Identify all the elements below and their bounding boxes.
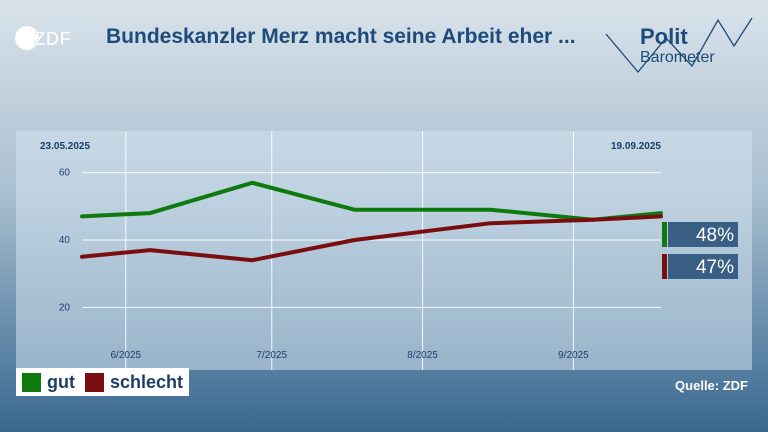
series-line-gut (80, 180, 663, 222)
page-title: Bundeskanzler Merz macht seine Arbeit eh… (106, 25, 576, 48)
politbarometer-logo (605, 17, 753, 74)
legend-item-gut: gut (22, 372, 75, 393)
legend: gut schlecht (16, 368, 190, 396)
y-tick-label-1: 40 (59, 235, 71, 246)
zdf-logo-text: ZDF (34, 29, 71, 50)
end-label-marker-gut (662, 222, 667, 247)
legend-label-schlecht: schlecht (109, 371, 184, 392)
source-label: Quelle: ZDF (675, 378, 748, 393)
x-tick-label-2: 8/2025 (407, 350, 438, 361)
end-label-value-schlecht: 47% (696, 257, 734, 278)
end-label-marker-schlecht (662, 254, 667, 279)
brand-word-barometer: Barometer (640, 49, 715, 66)
legend-item-schlecht: schlecht (84, 371, 184, 393)
date-start-label: 23.05.2025 (40, 141, 90, 152)
x-tick-label-0: 6/2025 (110, 350, 141, 361)
end-label-value-gut: 48% (696, 225, 734, 246)
x-tick-label-3: 9/2025 (558, 350, 589, 361)
end-label-box-schlecht (668, 254, 738, 279)
legend-swatch-gut (22, 372, 41, 392)
end-label-box-gut (668, 222, 738, 247)
brand-word-polit: Polit (640, 24, 688, 49)
date-end-label: 19.09.2025 (611, 141, 661, 152)
line-chart: 6/2025 7/2025 8/2025 9/2025 20 40 60 23.05.2025… (40, 131, 738, 370)
x-tick-label-1: 7/2025 (256, 350, 287, 361)
legend-label-gut: gut (47, 371, 75, 392)
chart-panel: 6/2025 7/2025 8/2025 9/2025 20 40 60 23.05.2025… (16, 131, 752, 370)
zdf-logo: ZDF (15, 26, 71, 50)
y-tick-label-2: 60 (59, 168, 71, 179)
legend-swatch-schlecht (84, 372, 104, 392)
y-tick-label-0: 20 (59, 302, 71, 313)
series-line-schlecht (80, 214, 663, 263)
